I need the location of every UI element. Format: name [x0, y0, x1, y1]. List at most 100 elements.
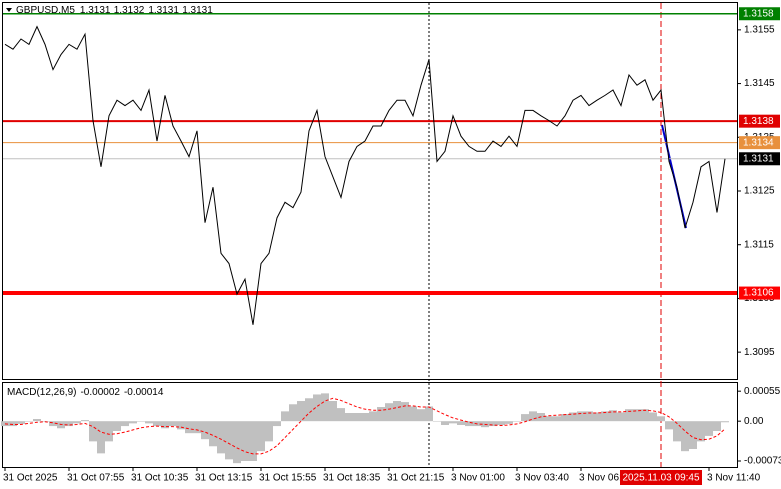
- macd-bar: [553, 416, 561, 422]
- macd-bar: [161, 421, 169, 429]
- x-tick-label: 3 Nov 03:40: [515, 473, 569, 484]
- x-tick-label: 31 Oct 21:15: [387, 473, 445, 484]
- macd-bar: [569, 412, 577, 422]
- macd-bar: [721, 421, 729, 423]
- macd-bar: [401, 402, 409, 422]
- quote-close: 1.3131: [182, 5, 213, 16]
- x-tick-label: 31 Oct 18:35: [323, 473, 381, 484]
- symbol: GBPUSD,M5: [16, 5, 75, 16]
- macd-bar: [417, 409, 425, 422]
- quote-low: 1.3131: [148, 5, 179, 16]
- macd-bar: [321, 393, 329, 422]
- macd-bar: [425, 406, 433, 422]
- macd-bar: [89, 421, 97, 442]
- level-label-box: [739, 152, 780, 166]
- x-tick-label: 31 Oct 13:15: [195, 473, 253, 484]
- macd-bar: [697, 421, 705, 442]
- level-label: 1.3134: [743, 137, 774, 148]
- macd-bar: [393, 401, 401, 422]
- macd-bar: [201, 421, 209, 440]
- macd-bar: [105, 421, 113, 442]
- macd-bar: [33, 419, 41, 422]
- macd-bar: [577, 411, 585, 422]
- macd-bar: [265, 421, 273, 442]
- quote-open: 1.3131: [80, 5, 111, 16]
- macd-bar: [433, 421, 441, 422]
- macd-bar: [609, 410, 617, 422]
- level-label: 1.3106: [743, 288, 774, 299]
- macd-bar: [9, 421, 17, 427]
- macd-bar: [297, 401, 305, 422]
- macd-bar: [665, 421, 673, 430]
- macd-bar: [249, 421, 257, 461]
- y-tick-label: 0.00055: [744, 386, 781, 397]
- macd-bar: [505, 421, 513, 424]
- level-label-box: [739, 286, 780, 300]
- macd-bar: [561, 414, 569, 422]
- y-tick-label: 1.3095: [744, 347, 775, 358]
- y-tick-label: 0.00: [744, 416, 764, 427]
- price-panel: [2, 2, 738, 380]
- macd-bar: [177, 421, 185, 430]
- macd-bar: [617, 412, 625, 422]
- macd-bar: [361, 413, 369, 422]
- macd-bar: [625, 409, 633, 422]
- macd-bar: [489, 421, 497, 427]
- macd-bar: [409, 406, 417, 422]
- macd-bar: [329, 401, 337, 422]
- macd-bar: [193, 421, 201, 434]
- macd-bar: [641, 409, 649, 422]
- x-tick-label: 31 Oct 2025: [3, 473, 58, 484]
- macd-bar: [369, 411, 377, 422]
- y-tick-label: -0.00073: [744, 456, 781, 467]
- macd-value: -0.00002: [80, 387, 120, 398]
- macd-bar: [337, 408, 345, 422]
- cursor-label-box: [620, 470, 702, 485]
- macd-bar: [353, 413, 361, 422]
- macd-bar: [385, 403, 393, 422]
- price-title: GBPUSD,M5 1.3131 1.3132 1.3131 1.3131: [16, 5, 213, 16]
- macd-bar: [217, 421, 225, 454]
- macd-bar: [49, 421, 57, 427]
- macd-bar: [713, 421, 721, 431]
- macd-bar: [521, 414, 529, 422]
- cursor-label: 2025.11.03 09:45: [622, 473, 700, 484]
- macd-title: MACD(12,26,9) -0.00002 -0.00014: [7, 387, 164, 398]
- x-tick-label: 31 Oct 10:35: [131, 473, 189, 484]
- x-tick-label: 3 Nov 01:00: [451, 473, 505, 484]
- macd-bar: [17, 421, 25, 424]
- macd-bar: [145, 421, 153, 424]
- macd-bar: [545, 416, 553, 422]
- signal-line: [4, 397, 726, 455]
- macd-bar: [113, 421, 121, 431]
- macd-bar: [345, 413, 353, 422]
- level-label-box: [739, 136, 780, 150]
- macd-bar: [449, 421, 457, 424]
- level-label: 1.3138: [743, 116, 774, 127]
- menu-arrow[interactable]: [6, 8, 12, 12]
- macd-bar: [281, 411, 289, 422]
- level-label: 1.3158: [743, 8, 774, 19]
- macd-bar: [689, 421, 697, 449]
- macd-bar: [65, 421, 73, 427]
- macd-bar: [257, 421, 265, 452]
- signal-value: -0.00014: [124, 387, 164, 398]
- level-label-box: [739, 114, 780, 128]
- macd-bar: [169, 421, 177, 427]
- level-label: 1.3131: [743, 153, 774, 164]
- y-tick-label: 1.3145: [744, 78, 775, 89]
- macd-bar: [289, 404, 297, 422]
- y-tick-label: 1.3115: [744, 239, 774, 250]
- indicator-name: MACD(12,26,9): [7, 387, 76, 398]
- macd-bar: [137, 421, 145, 422]
- level-label-box: [739, 7, 780, 21]
- macd-bar: [441, 421, 449, 425]
- macd-bar: [73, 421, 81, 424]
- x-tick-label: 31 Oct 07:55: [67, 473, 125, 484]
- macd-bar: [457, 421, 465, 425]
- y-tick-label: 1.3125: [744, 186, 775, 197]
- price-line: [4, 25, 726, 325]
- y-tick-label: 1.3155: [744, 24, 775, 35]
- macd-bar: [313, 394, 321, 422]
